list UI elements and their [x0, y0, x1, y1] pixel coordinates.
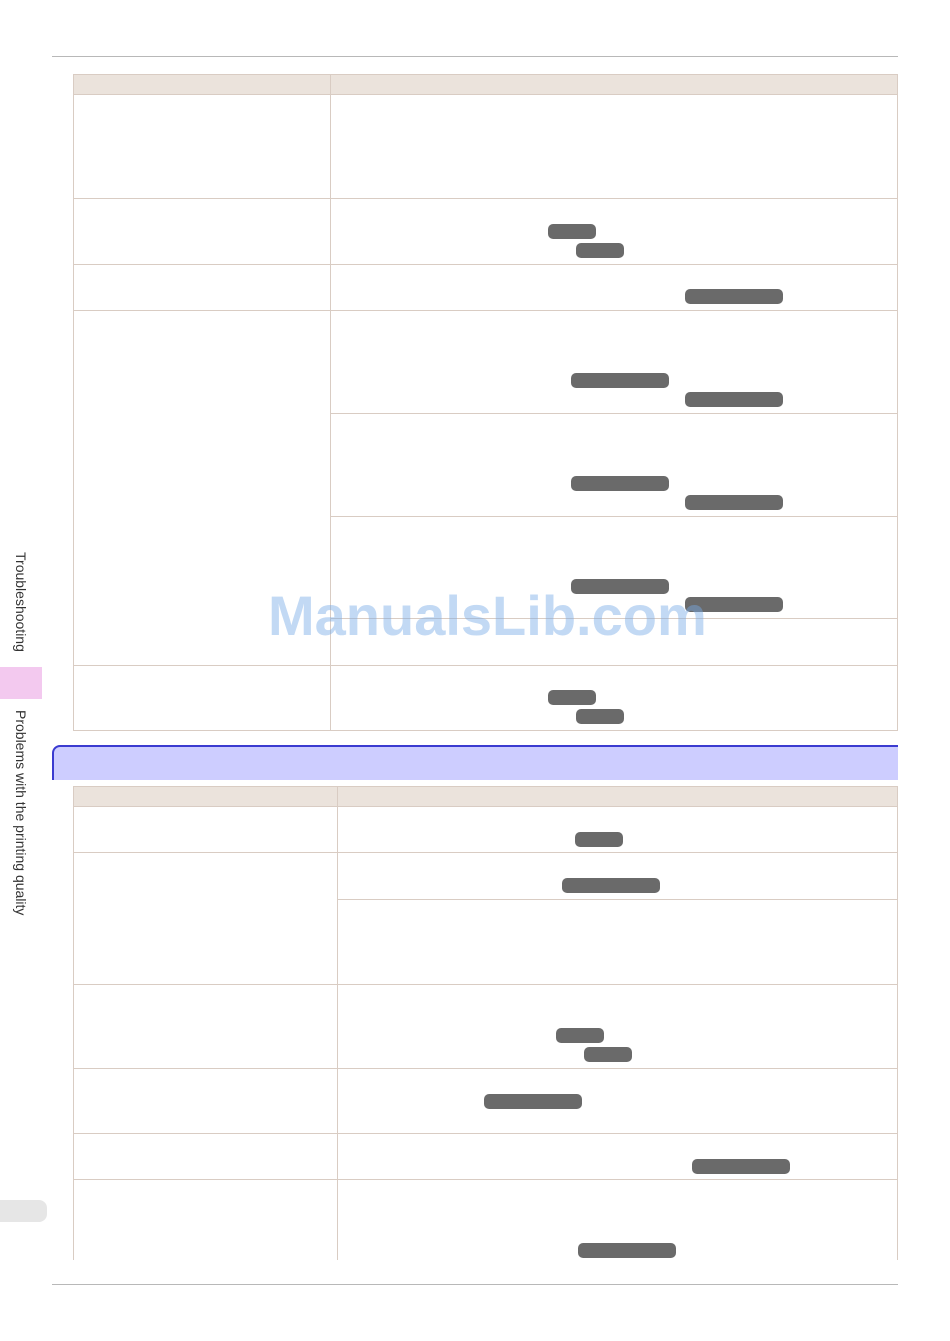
- page-reference-badge[interactable]: [571, 476, 669, 491]
- table-subrow: [331, 413, 897, 414]
- table-2-column-divider: [337, 787, 338, 1260]
- page-reference-badge[interactable]: [576, 709, 624, 724]
- page-reference-badge[interactable]: [571, 373, 669, 388]
- watermark: ManualsLib.com: [268, 584, 707, 647]
- page-reference-badge[interactable]: [584, 1047, 632, 1062]
- header-rule: [52, 56, 898, 57]
- page-reference-badge[interactable]: [548, 224, 596, 239]
- table-row: [74, 984, 897, 985]
- table-row: [74, 852, 897, 853]
- table-1-header: [74, 75, 897, 95]
- table-2-frame: [73, 786, 898, 1260]
- table-row: [74, 264, 897, 265]
- table-row: [74, 310, 897, 311]
- table-row: [74, 1133, 897, 1134]
- chapter-tab-marker: [0, 667, 42, 699]
- table-subrow: [331, 618, 897, 619]
- section-heading-bar: [52, 745, 898, 780]
- table-1-column-divider: [330, 75, 331, 730]
- page-reference-badge[interactable]: [571, 579, 669, 594]
- page-number-tab: [0, 1200, 47, 1222]
- table-2-header: [74, 787, 897, 807]
- page-reference-badge[interactable]: [578, 1243, 676, 1258]
- table-subrow: [338, 899, 897, 900]
- page-reference-badge[interactable]: [562, 878, 660, 893]
- section-label: Troubleshooting: [13, 552, 29, 652]
- page-reference-badge[interactable]: [685, 392, 783, 407]
- table-row: [74, 1068, 897, 1069]
- page-reference-badge[interactable]: [575, 832, 623, 847]
- page-reference-badge[interactable]: [576, 243, 624, 258]
- page-reference-badge[interactable]: [556, 1028, 604, 1043]
- table-row: [74, 198, 897, 199]
- page-reference-badge[interactable]: [692, 1159, 790, 1174]
- table-subrow: [331, 516, 897, 517]
- page-reference-badge[interactable]: [548, 690, 596, 705]
- page-reference-badge[interactable]: [685, 495, 783, 510]
- page-reference-badge[interactable]: [685, 289, 783, 304]
- table-row: [74, 1179, 897, 1180]
- footer-rule: [52, 1284, 898, 1285]
- table-row: [74, 665, 897, 666]
- page-reference-badge[interactable]: [685, 597, 783, 612]
- subsection-label: Problems with the printing quality: [13, 710, 29, 916]
- table-1-frame: [73, 74, 898, 731]
- page-reference-badge[interactable]: [484, 1094, 582, 1109]
